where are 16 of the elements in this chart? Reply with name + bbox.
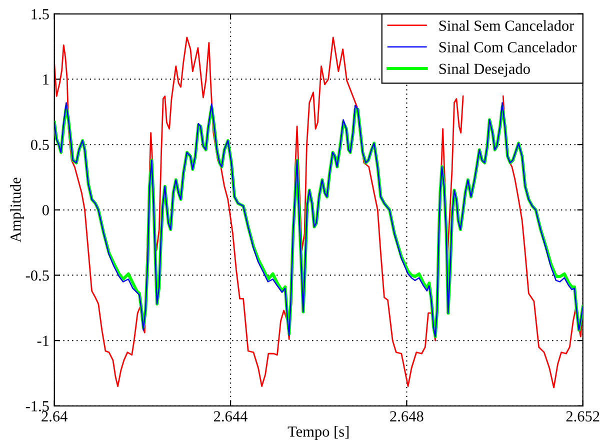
y-tick-label: -0.5 bbox=[26, 270, 49, 281]
x-tick-label: 2.652 bbox=[566, 411, 600, 422]
y-tick-label: 0.5 bbox=[30, 140, 49, 150]
legend-label: Sinal Sem Cancelador bbox=[439, 20, 574, 31]
y-tick-label: 1.5 bbox=[32, 9, 49, 20]
legend-label: Sinal Desejado bbox=[439, 63, 530, 78]
x-tick-label: 2.644 bbox=[214, 411, 248, 422]
x-tick-label: 2.648 bbox=[390, 411, 424, 422]
y-tick-label: 1 bbox=[43, 74, 49, 85]
x-tick-label: 2.64 bbox=[42, 411, 68, 422]
y-tick-label: -1 bbox=[37, 336, 49, 346]
legend-label: Sinal Com Cancelador bbox=[439, 42, 577, 52]
y-axis-title: Amplitude bbox=[10, 178, 24, 242]
y-tick-label: 0 bbox=[42, 205, 49, 216]
x-axis-title: Tempo [s] bbox=[288, 426, 349, 440]
y-tick-label: -1.5 bbox=[26, 401, 49, 412]
